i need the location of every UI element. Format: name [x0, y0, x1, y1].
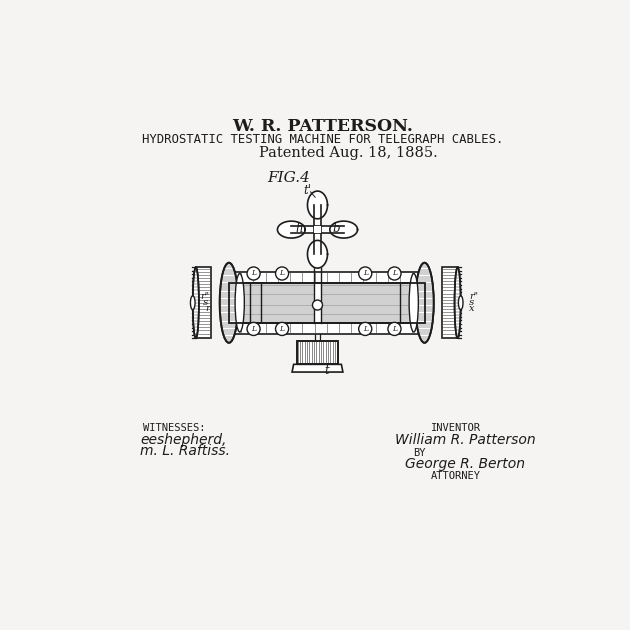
- Text: x: x: [469, 304, 474, 312]
- Circle shape: [358, 323, 372, 335]
- Text: h: h: [295, 222, 303, 234]
- Bar: [442, 267, 457, 338]
- Circle shape: [247, 323, 260, 335]
- Text: b: b: [333, 222, 340, 234]
- Text: s: s: [469, 298, 474, 307]
- Bar: [297, 341, 338, 364]
- Text: BY: BY: [413, 448, 425, 458]
- Ellipse shape: [459, 296, 463, 310]
- Ellipse shape: [190, 296, 195, 310]
- Bar: [297, 341, 338, 364]
- Polygon shape: [292, 364, 343, 372]
- Text: George R. Berton: George R. Berton: [405, 457, 525, 471]
- Text: INVENTOR: INVENTOR: [431, 423, 481, 433]
- Circle shape: [312, 300, 323, 310]
- Text: William R. Patterson: William R. Patterson: [395, 433, 536, 447]
- Text: L: L: [280, 324, 285, 333]
- Circle shape: [388, 267, 401, 280]
- Text: FIG.4: FIG.4: [266, 171, 310, 185]
- Text: WITNESSES:: WITNESSES:: [144, 423, 206, 433]
- Bar: [196, 267, 211, 338]
- Circle shape: [275, 323, 289, 335]
- Text: L: L: [251, 324, 256, 333]
- Text: s: s: [203, 298, 208, 307]
- Text: L: L: [363, 269, 368, 277]
- Ellipse shape: [220, 263, 238, 343]
- Text: L: L: [280, 269, 285, 277]
- Text: L: L: [392, 269, 397, 277]
- Text: L: L: [251, 269, 256, 277]
- Circle shape: [247, 267, 260, 280]
- Text: L: L: [363, 324, 368, 333]
- Text: eeshepherd,: eeshepherd,: [140, 433, 227, 447]
- Bar: [229, 283, 425, 323]
- Text: HYDROSTATIC TESTING MACHINE FOR TELEGRAPH CABLES.: HYDROSTATIC TESTING MACHINE FOR TELEGRAP…: [142, 133, 503, 146]
- Bar: [229, 323, 425, 333]
- Text: ATTORNEY: ATTORNEY: [431, 471, 481, 481]
- Circle shape: [388, 323, 401, 335]
- Bar: [229, 272, 425, 283]
- Ellipse shape: [415, 263, 433, 343]
- Bar: [314, 255, 321, 323]
- Text: t': t': [304, 184, 311, 197]
- Text: L: L: [392, 324, 397, 333]
- Text: r": r": [469, 292, 478, 301]
- Bar: [314, 226, 321, 234]
- Bar: [291, 226, 344, 234]
- Text: r: r: [205, 304, 210, 312]
- Ellipse shape: [193, 267, 199, 338]
- Circle shape: [358, 267, 372, 280]
- Circle shape: [275, 267, 289, 280]
- Polygon shape: [277, 221, 305, 238]
- Text: Patented Aug. 18, 1885.: Patented Aug. 18, 1885.: [259, 146, 438, 159]
- Text: W. R. PATTERSON.: W. R. PATTERSON.: [232, 118, 413, 135]
- Polygon shape: [307, 241, 328, 268]
- Bar: [229, 283, 425, 323]
- Text: r": r": [200, 292, 210, 301]
- Text: t: t: [324, 364, 329, 377]
- Bar: [314, 205, 321, 255]
- Polygon shape: [330, 221, 358, 238]
- Polygon shape: [307, 191, 328, 219]
- Ellipse shape: [454, 267, 461, 338]
- Text: m. L. Raftiss.: m. L. Raftiss.: [140, 444, 231, 459]
- Ellipse shape: [409, 273, 418, 332]
- Ellipse shape: [235, 273, 244, 332]
